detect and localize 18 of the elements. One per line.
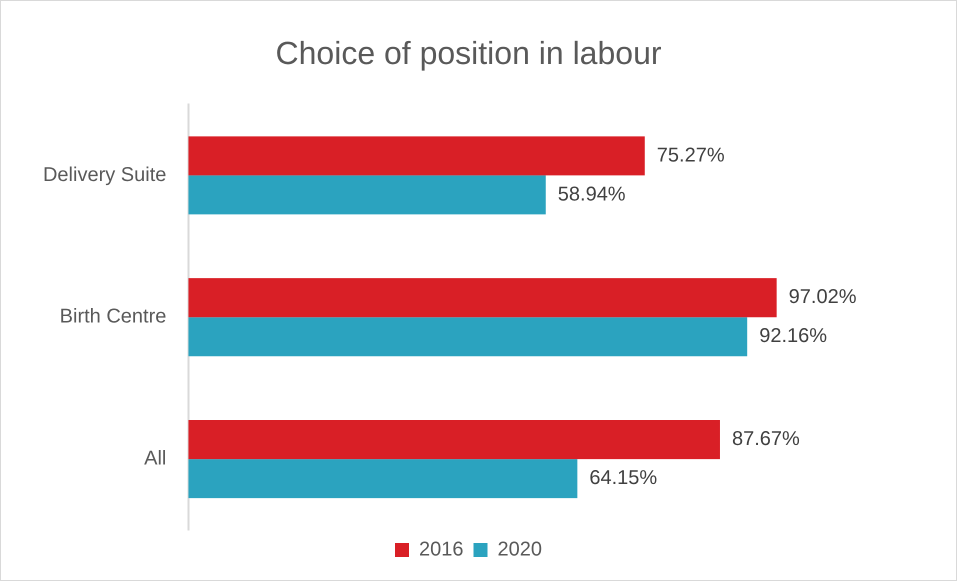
chart-title: Choice of position in labour	[275, 35, 662, 72]
legend-label: 2020	[498, 538, 542, 561]
data-label: 75.27%	[656, 144, 725, 166]
y-tick-label: Birth Centre	[60, 306, 166, 328]
bar	[188, 459, 578, 498]
data-label: 92.16%	[759, 325, 828, 348]
legend-label: 2016	[419, 538, 464, 561]
data-label: 97.02%	[788, 286, 857, 308]
data-label: 58.94%	[558, 183, 626, 206]
bar	[188, 136, 645, 176]
bar	[188, 175, 546, 214]
y-tick-label: All	[144, 448, 166, 470]
bar	[188, 420, 720, 460]
bar	[188, 317, 748, 356]
data-label: 64.15%	[589, 467, 658, 490]
bar	[188, 278, 777, 318]
data-label: 87.67%	[732, 428, 800, 450]
y-tick-label: Delivery Suite	[42, 164, 166, 186]
